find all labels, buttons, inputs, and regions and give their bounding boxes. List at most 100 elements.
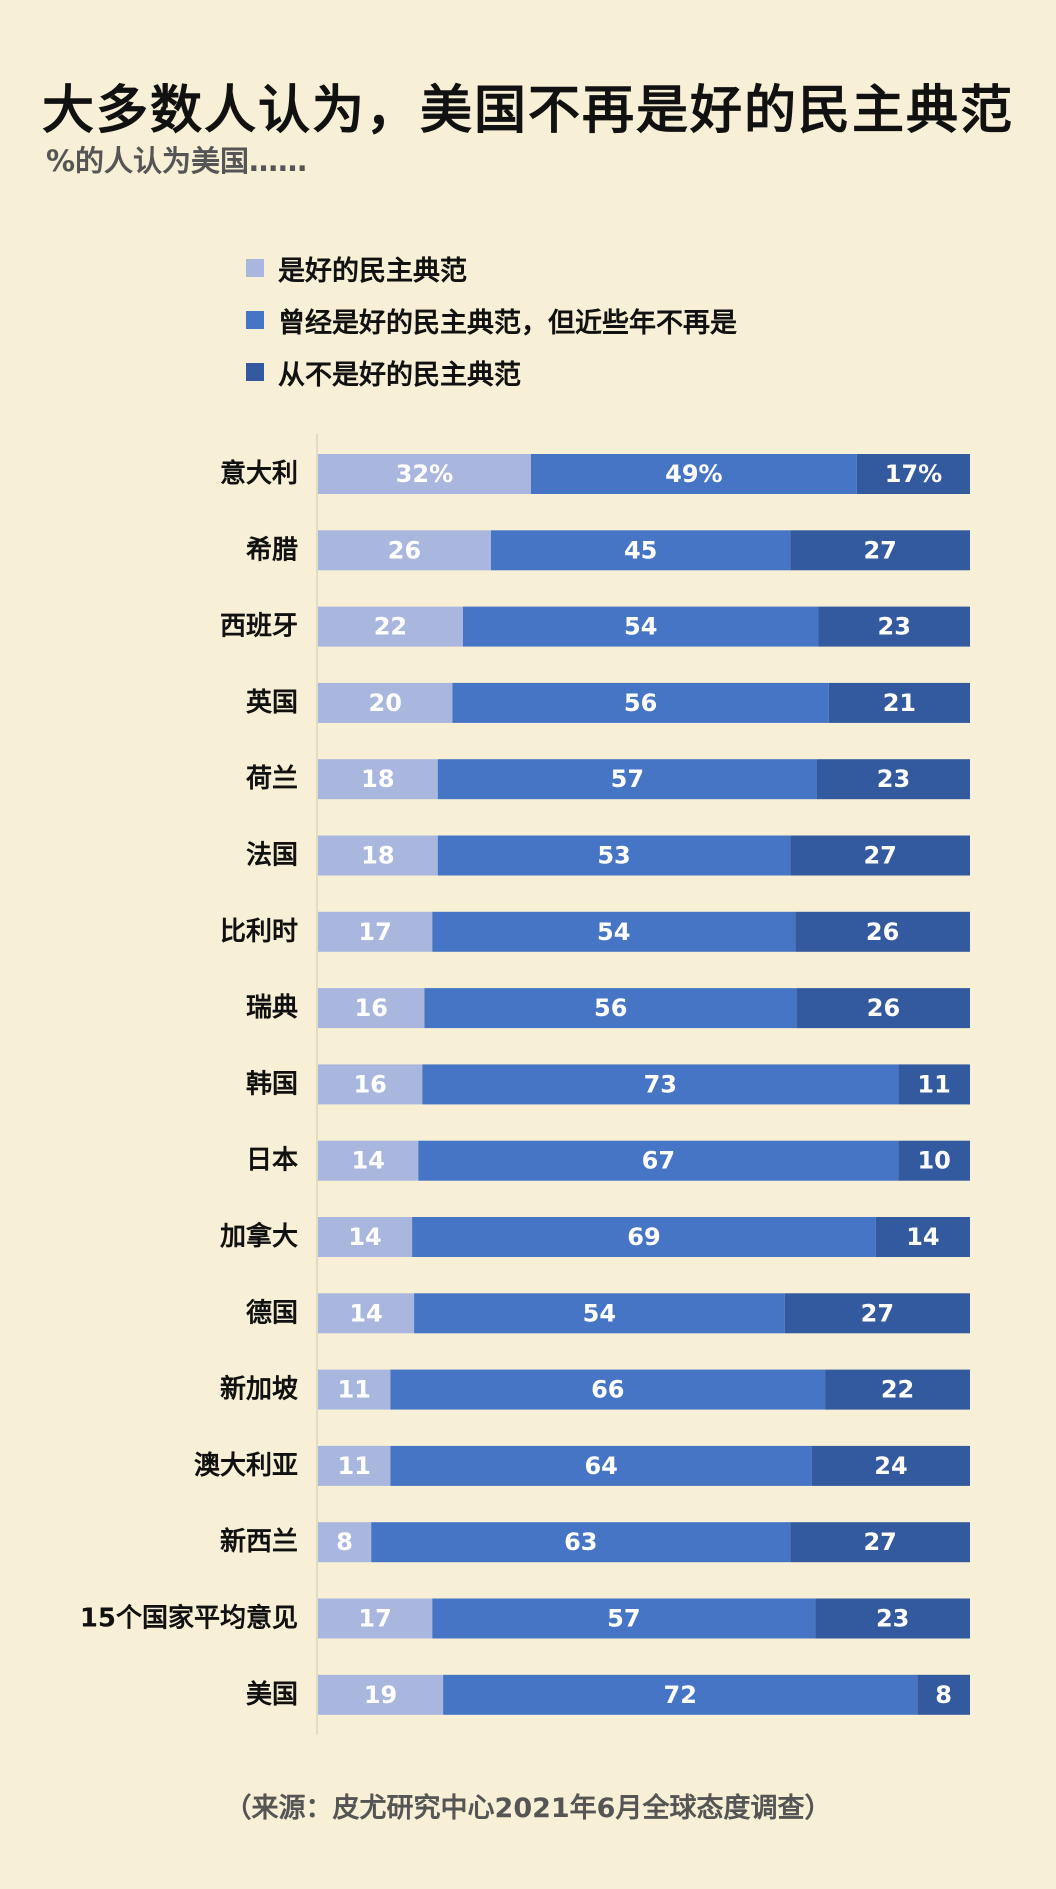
bar-value-label: 53 (597, 842, 630, 870)
bar-segment-series-1 (437, 835, 791, 876)
bar-value-label: 54 (597, 918, 630, 946)
bar-value-label: 63 (564, 1528, 597, 1556)
bar-value-label: 26 (388, 536, 421, 564)
bar-segment-series-0 (318, 1369, 391, 1410)
bar-segment-series-1 (530, 454, 857, 494)
bar-segment-series-1 (412, 1217, 876, 1257)
bar-value-label: 64 (584, 1452, 617, 1480)
bar-value-label: 19 (364, 1681, 397, 1709)
bar-value-label: 32% (396, 460, 453, 488)
bar-segment-series-0 (318, 682, 453, 723)
bar-value-label: 66 (591, 1376, 624, 1404)
bar-value-label: 24 (874, 1452, 907, 1480)
category-label: 德国 (246, 1298, 298, 1328)
bar-value-label: 16 (353, 1070, 386, 1098)
bar-segment-series-2 (875, 1217, 970, 1257)
bar-value-label: 73 (644, 1070, 677, 1098)
bar-segment-series-2 (818, 606, 970, 647)
bar-segment-series-1 (437, 759, 817, 800)
bar-segment-series-2 (797, 988, 970, 1029)
category-label: 加拿大 (220, 1221, 298, 1252)
category-label: 新加坡 (220, 1374, 298, 1405)
bar-segment-series-0 (318, 1598, 433, 1639)
bar-value-label: 23 (878, 613, 911, 641)
bar-segment-series-0 (318, 988, 425, 1029)
bar-value-label: 45 (624, 536, 657, 564)
bar-value-label: 18 (361, 765, 394, 793)
bar-value-label: 8 (935, 1681, 952, 1709)
bar-segment-series-0 (318, 606, 463, 647)
category-label: 美国 (246, 1679, 298, 1710)
bar-segment-series-0 (318, 1217, 413, 1257)
bar-segment-series-1 (371, 1522, 791, 1563)
legend: 是好的民主典范 曾经是好的民主典范，但近些年不再是 从不是好的民主典范 (246, 242, 737, 398)
bar-value-label: 27 (863, 1528, 896, 1556)
bar-value-label: 16 (355, 994, 388, 1022)
bar-value-label: 14 (351, 1147, 384, 1175)
category-label: 荷兰 (246, 764, 298, 794)
bar-value-label: 17 (358, 918, 391, 946)
bar-segment-series-1 (443, 1674, 918, 1715)
bar-segment-series-1 (414, 1293, 785, 1334)
bar-value-label: 20 (369, 689, 402, 717)
bar-value-label: 11 (338, 1452, 371, 1480)
bar-segment-series-1 (418, 1140, 899, 1181)
bar-value-label: 21 (883, 689, 916, 717)
bar-value-label: 18 (361, 842, 394, 870)
bar-value-label: 23 (877, 765, 910, 793)
bar-value-label: 57 (607, 1605, 640, 1633)
bar-segment-series-1 (424, 988, 798, 1029)
bar-value-label: 27 (863, 842, 896, 870)
legend-item-used-to-be: 曾经是好的民主典范，但近些年不再是 (246, 294, 737, 346)
bar-value-label: 57 (611, 765, 644, 793)
bar-segment-series-2 (795, 911, 970, 952)
bar-value-label: 56 (624, 689, 657, 717)
category-label: 比利时 (220, 917, 298, 947)
bar-segment-series-0 (318, 1674, 444, 1715)
bar-segment-series-2 (815, 1598, 970, 1639)
bar-value-label: 27 (861, 1299, 894, 1327)
bar-value-label: 72 (664, 1681, 697, 1709)
bar-segment-series-2 (898, 1140, 970, 1181)
legend-label-good-model: 是好的民主典范 (278, 255, 467, 287)
chart-title: 大多数人认为，美国不再是好的民主典范 (41, 81, 1014, 141)
bar-segment-series-1 (490, 530, 791, 571)
bar-segment-series-0 (318, 454, 531, 494)
legend-swatch-used-to-be (246, 311, 264, 329)
bar-segment-series-1 (452, 682, 829, 723)
bar-value-label: 14 (349, 1299, 382, 1327)
bar-value-label: 26 (866, 918, 899, 946)
bar-value-label: 8 (336, 1528, 353, 1556)
category-label: 法国 (246, 841, 298, 871)
bar-value-label: 67 (642, 1147, 675, 1175)
bar-segment-series-0 (318, 911, 433, 952)
category-label: 瑞典 (246, 993, 298, 1023)
bar-segment-series-2 (790, 1522, 970, 1563)
category-label: 日本 (246, 1146, 298, 1176)
category-label: 英国 (246, 688, 298, 718)
bar-segment-series-2 (856, 454, 970, 494)
legend-item-never-been: 从不是好的民主典范 (246, 346, 737, 398)
bar-segment-series-0 (318, 1064, 423, 1105)
bar-segment-series-2 (790, 835, 970, 876)
bar-segment-series-0 (318, 1293, 415, 1334)
bar-segment-series-0 (318, 530, 491, 571)
bar-segment-series-2 (825, 1369, 970, 1410)
category-label: 韩国 (246, 1069, 298, 1099)
bar-segment-series-2 (790, 530, 970, 571)
bar-value-label: 27 (863, 536, 896, 564)
bar-segment-series-0 (318, 1140, 419, 1181)
bar-value-label: 22 (881, 1376, 914, 1404)
bar-value-label: 14 (906, 1223, 939, 1251)
bar-segment-series-0 (318, 835, 438, 876)
bar-segment-series-0 (318, 1522, 372, 1563)
bar-value-label: 69 (627, 1223, 660, 1251)
bar-segment-series-2 (917, 1674, 970, 1715)
bar-segment-series-1 (462, 606, 819, 647)
bar-segment-series-2 (828, 682, 970, 723)
bar-value-label: 54 (624, 613, 657, 641)
bar-value-label: 54 (583, 1299, 616, 1327)
bar-segment-series-2 (811, 1445, 970, 1486)
bar-segment-series-1 (432, 911, 796, 952)
